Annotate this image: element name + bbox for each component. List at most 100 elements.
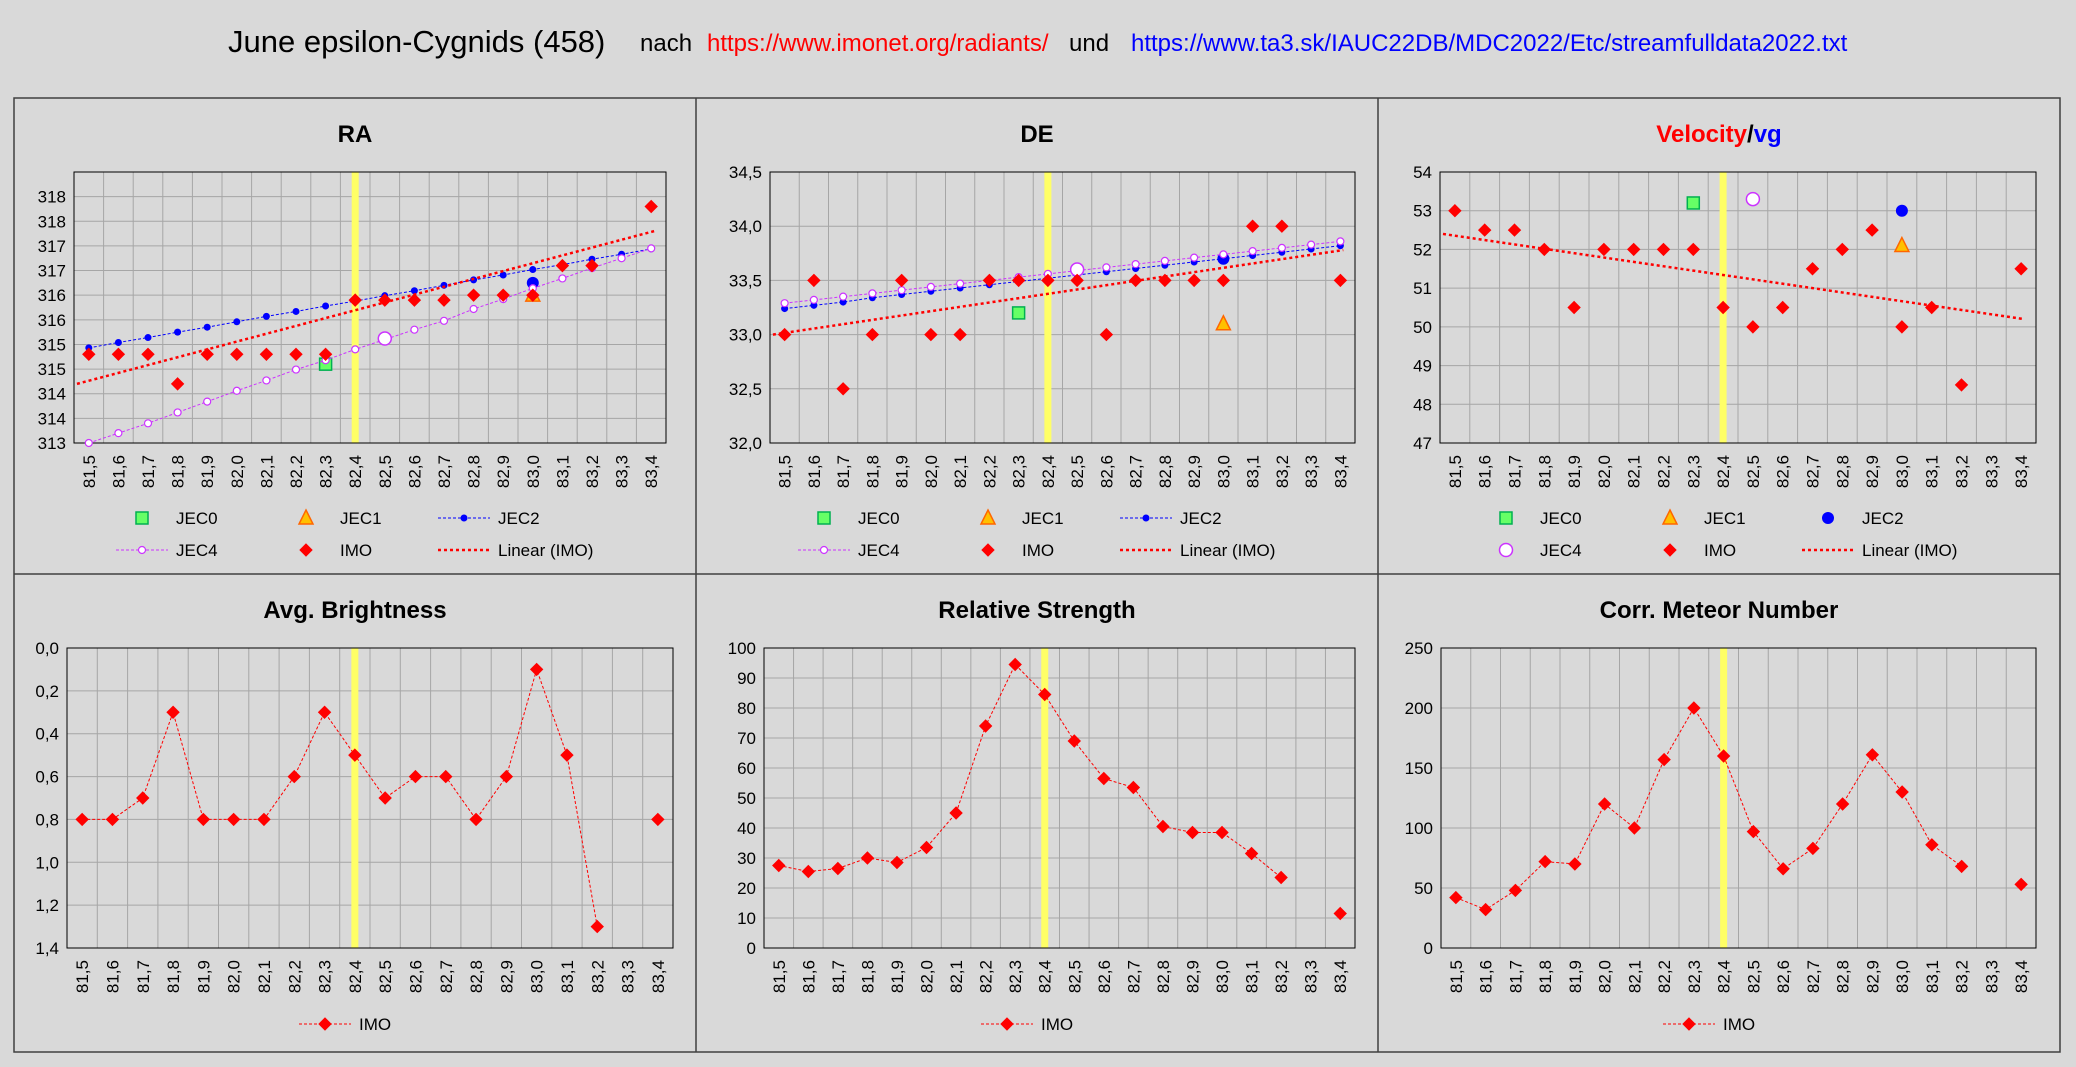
data-point [890, 855, 904, 870]
data-point [1805, 262, 1820, 276]
data-point [259, 347, 274, 362]
series-line [784, 240, 1341, 304]
data-point [408, 769, 423, 784]
highlight-band [351, 648, 359, 948]
x-tick-label: 81,6 [805, 455, 824, 488]
data-point [651, 812, 665, 827]
x-tick-label: 83,1 [553, 455, 572, 488]
data-point [1627, 821, 1642, 835]
data-point [1185, 825, 1200, 840]
x-tick-label: 81,9 [888, 960, 907, 993]
x-tick-label: 82,5 [1744, 960, 1763, 993]
x-tick-label: 82,0 [228, 455, 247, 488]
y-tick-label: 314 [38, 409, 66, 428]
page-title: June epsilon-Cygnids (458) [228, 24, 606, 59]
x-tick-label: 83,1 [1923, 960, 1942, 993]
data-point [647, 244, 656, 253]
data-point [1893, 235, 1911, 253]
data-point [232, 386, 241, 395]
plot-border [763, 647, 1356, 949]
legend-swatch [460, 514, 468, 522]
x-tick-label: 83,3 [613, 455, 632, 488]
outer-border [13, 97, 2061, 1053]
data-point [1008, 657, 1022, 672]
series-imo [82, 199, 658, 391]
data-point [203, 397, 212, 406]
y-tick-label: 316 [38, 311, 66, 330]
x-tick-label: 83,2 [1953, 455, 1972, 488]
data-point [262, 376, 271, 385]
data-point [203, 323, 211, 331]
data-point [1716, 749, 1731, 763]
x-tick-label: 83,2 [1272, 960, 1291, 993]
x-tick-label: 81,7 [139, 455, 158, 488]
series-imo [1449, 701, 2028, 917]
chart-brightness: Avg. Brightness 0,0 0,2 0,4 0,6 0,8 1,0 1,2 1,4 8… [35, 597, 674, 1034]
x-tick-label: 82,9 [497, 960, 516, 993]
chart-title-part: RA [338, 121, 373, 148]
data-point [1477, 223, 1492, 237]
x-tick-label: 82,0 [922, 455, 941, 488]
data-point [1865, 223, 1879, 237]
data-point [1097, 771, 1111, 786]
data-point [1307, 240, 1316, 249]
ta3-link[interactable]: https://www.ta3.sk/IAUC22DB/MDC2022/Etc/… [1131, 30, 1848, 57]
chart-title-part: vg [1754, 121, 1782, 148]
plot-border [1439, 171, 2037, 444]
x-tick-label: 83,4 [642, 455, 661, 488]
x-tick-label: 81,9 [1566, 960, 1585, 993]
series-jec4 [1745, 191, 1761, 207]
y-tick-label: 1,0 [35, 853, 59, 872]
data-point [407, 293, 422, 307]
y-tick-label: 90 [737, 669, 756, 688]
highlight-band [1720, 648, 1728, 948]
x-tick-label: 82,9 [1863, 455, 1882, 488]
x-tick-label: 82,5 [1065, 960, 1084, 993]
chart-velocity: Velocity/vg 47 48 49 50 51 52 53 54 81,5 81,6 81,7 8… [1413, 121, 2037, 560]
x-tick-label: 83,3 [1982, 960, 2001, 993]
data-point [174, 328, 182, 336]
x-tick-label: 81,6 [109, 455, 128, 488]
legend-swatch [1499, 511, 1513, 525]
data-point [377, 331, 393, 346]
data-point [894, 273, 909, 288]
chart-title: Relative Strength [938, 597, 1135, 624]
data-point [956, 279, 965, 288]
legend: JEC0 JEC1 JEC2 JEC4 IMO Linear (IMO) [798, 508, 1275, 560]
data-point [1070, 273, 1084, 288]
x-tick-label: 82,7 [435, 455, 454, 488]
data-point [1099, 327, 1114, 342]
x-tick-label: 82,0 [1596, 960, 1615, 993]
x-tick-label: 81,8 [169, 455, 188, 488]
data-point [1126, 780, 1141, 795]
data-point [1215, 314, 1232, 331]
imo-link[interactable]: https://www.imonet.org/radiants/ [707, 30, 1049, 57]
data-point [1507, 223, 1522, 237]
data-point [560, 748, 574, 762]
data-point [196, 812, 211, 827]
x-tick-label: 82,8 [1834, 960, 1853, 993]
plot-border [1440, 647, 2037, 949]
data-point [1508, 883, 1523, 898]
legend-swatch [137, 545, 147, 555]
y-tick-label: 33,0 [729, 326, 762, 345]
x-tick-label: 83,1 [1244, 455, 1263, 488]
x-tick-label: 81,9 [198, 455, 217, 488]
series-jec0 [1686, 196, 1701, 210]
y-tick-label: 52 [1413, 240, 1432, 259]
x-tick-label: 81,8 [1535, 455, 1554, 488]
data-point [1686, 242, 1701, 257]
data-point [318, 347, 333, 362]
y-tick-label: 34,0 [729, 217, 762, 236]
data-point [590, 919, 604, 934]
series-jec1 [1893, 235, 1911, 253]
chart-title: Corr. Meteor Number [1600, 597, 1839, 624]
data-point [1160, 256, 1169, 265]
y-tick-label: 315 [38, 335, 66, 354]
x-tick-label: 81,8 [1536, 960, 1555, 993]
chart-title-part: Velocity [1656, 121, 1747, 148]
x-tick-label: 83,3 [1302, 960, 1321, 993]
x-tick-label: 82,8 [467, 960, 486, 993]
chart-title-part: Relative Strength [938, 597, 1135, 624]
data-point [1038, 687, 1052, 702]
